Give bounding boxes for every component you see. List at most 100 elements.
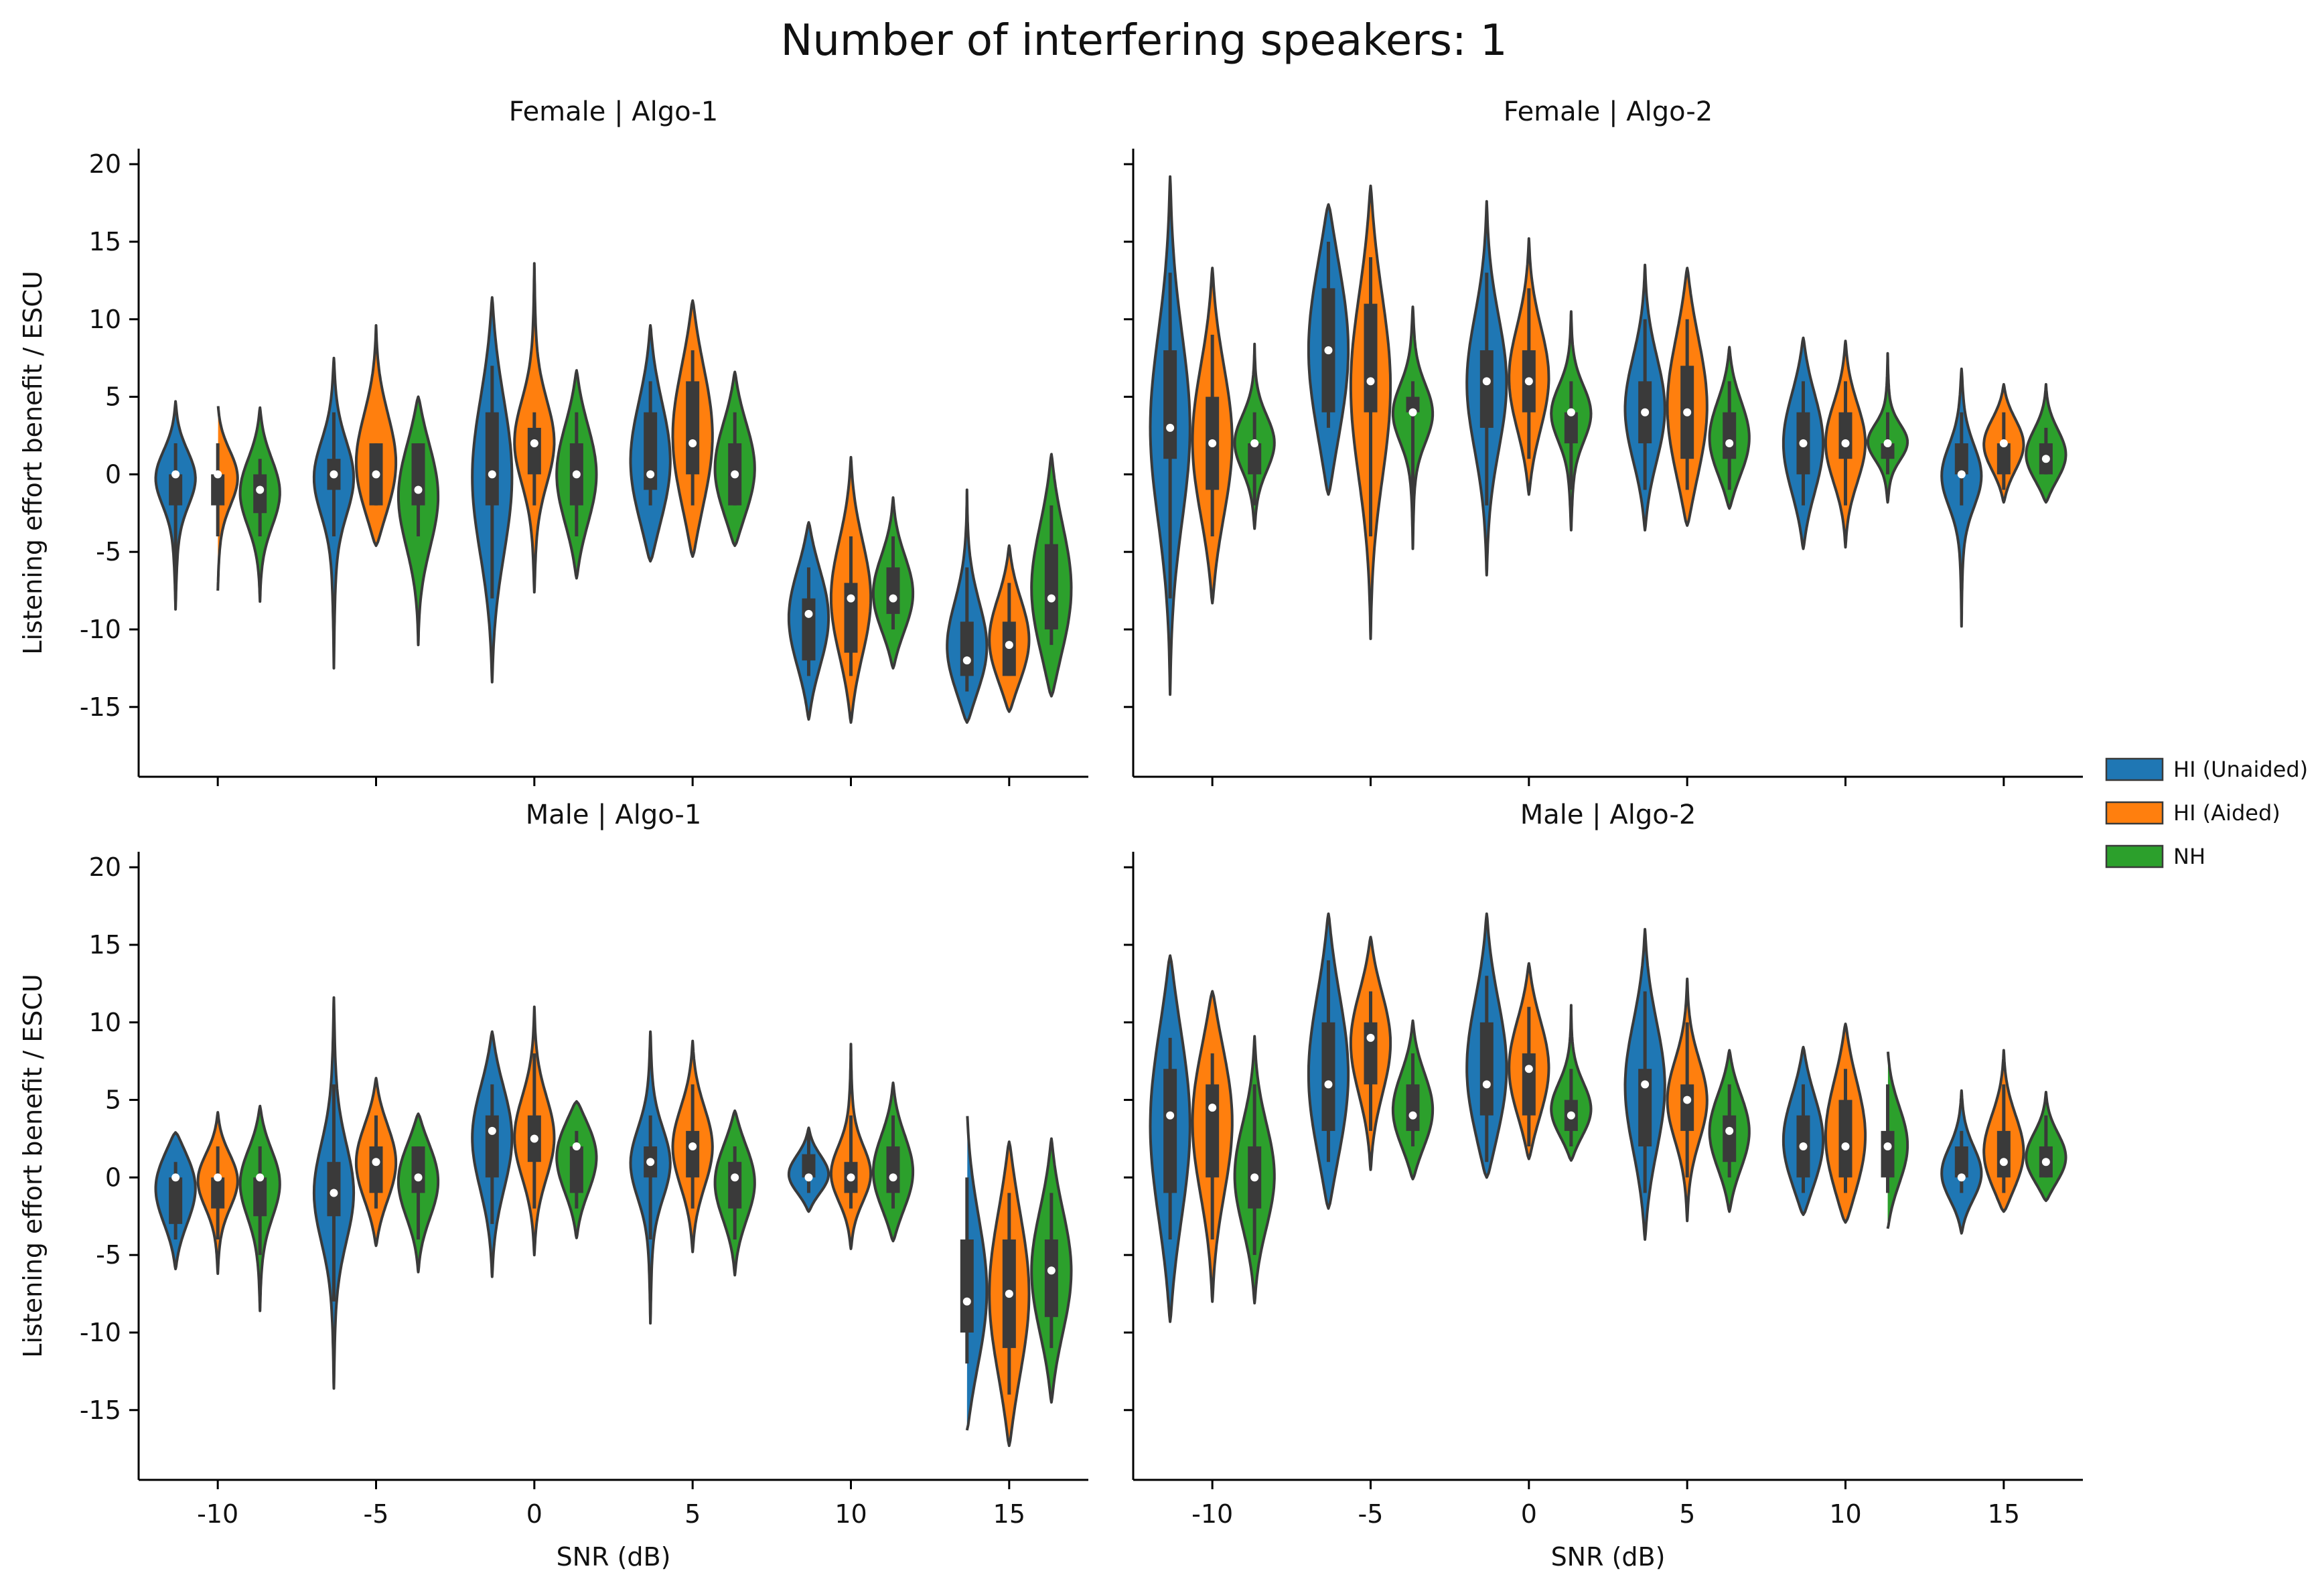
violin-hi-aided-5 (1666, 267, 1709, 527)
violin-hi-aided-15 (988, 1140, 1031, 1447)
violin-nh-15 (1030, 453, 1073, 698)
violin-iqr-box (1838, 1100, 1853, 1178)
violin-iqr-box (211, 474, 225, 506)
violin-median-dot (572, 470, 581, 479)
violin-hi-unaided-0 (471, 1030, 514, 1278)
violin-median-dot (1408, 1111, 1417, 1120)
violin-iqr-box (569, 1146, 583, 1193)
violin-nh-15 (2025, 383, 2067, 504)
violin-iqr-box (1522, 1053, 1536, 1116)
violin-median-dot (1841, 1142, 1850, 1151)
y-tick-label: -5 (96, 1240, 121, 1270)
violin-hi-aided-0 (513, 262, 556, 594)
violin-hi-aided--5 (1349, 935, 1392, 1171)
violin-median-dot (847, 594, 855, 603)
legend-label: HI (Unaided) (2173, 757, 2308, 782)
violin-hi-aided-10 (1824, 1023, 1867, 1224)
y-tick-label: 20 (89, 852, 121, 882)
violin-iqr-box (1881, 1130, 1895, 1178)
violin-nh--5 (1391, 305, 1435, 550)
violin-median-dot (1799, 1142, 1808, 1151)
violin-median-dot (804, 609, 813, 618)
violin-median-dot (1957, 470, 1966, 479)
y-tick-label: -5 (96, 537, 121, 567)
violin-iqr-box (1996, 443, 2011, 475)
violin-median-dot (330, 470, 338, 479)
violin-iqr-box (485, 1115, 499, 1178)
y-tick-label: 0 (105, 459, 121, 489)
legend-swatch (2105, 801, 2164, 825)
violin-median-dot (530, 439, 538, 448)
violin-iqr-box (1954, 1146, 1968, 1178)
violin-median-dot (1524, 377, 1533, 386)
y-tick-label: 5 (105, 1085, 121, 1115)
violin-hi-unaided-10 (1782, 1045, 1825, 1216)
violin-median-dot (1208, 439, 1217, 448)
violin-hi-aided-15 (1982, 383, 2025, 504)
violin-hi-aided--10 (1191, 267, 1234, 605)
legend-swatch (2105, 844, 2164, 869)
x-tick-label: 5 (684, 1499, 701, 1529)
violin-median-dot (1408, 408, 1417, 417)
violin-median-dot (1683, 1096, 1692, 1104)
violin-median-dot (646, 470, 655, 479)
violin-hi-aided-5 (671, 1039, 714, 1254)
violin-hi-unaided-10 (787, 1126, 830, 1213)
legend-item: HI (Aided) (2105, 800, 2280, 826)
violin-median-dot (847, 1173, 855, 1182)
violin-hi-aided--10 (1191, 990, 1234, 1303)
violin-median-dot (1366, 1033, 1375, 1042)
violin-iqr-box (169, 474, 183, 506)
violin-hi-unaided-5 (1623, 927, 1666, 1241)
y-tick-label: -15 (80, 692, 121, 722)
violin-body (354, 324, 398, 547)
violin-nh-15 (2025, 1091, 2067, 1203)
y-tick-label: 5 (105, 382, 121, 412)
violin-iqr-box (1954, 443, 1968, 475)
violin-median-dot (1250, 1173, 1259, 1182)
violin-hi-aided--5 (354, 1077, 398, 1248)
violin-nh--10 (238, 1104, 281, 1312)
violin-hi-aided-15 (988, 544, 1031, 713)
violin-median-dot (1883, 439, 1892, 448)
violin-hi-aided-0 (1508, 237, 1550, 496)
violin-hi-unaided-0 (1465, 912, 1508, 1179)
violin-iqr-box (411, 443, 425, 506)
violin-iqr-box (1881, 443, 1895, 459)
x-tick-label: 0 (1521, 1499, 1537, 1529)
violin-hi-unaided-15 (1940, 1089, 1983, 1235)
violin-iqr-box (886, 1146, 900, 1193)
violin-nh--10 (1233, 342, 1276, 530)
violin-median-dot (1641, 1080, 1650, 1089)
legend-item: NH (2105, 844, 2205, 869)
legend-label: HI (Aided) (2173, 800, 2280, 826)
violin-median-dot (572, 1142, 581, 1151)
violin-median-dot (488, 470, 496, 479)
violin-median-dot (646, 1158, 655, 1166)
y-tick-label: -10 (80, 615, 121, 644)
violin-iqr-box (960, 1239, 974, 1333)
legend-swatch (2105, 757, 2164, 781)
violin-nh-0 (555, 1100, 598, 1239)
violin-median-dot (1250, 439, 1259, 448)
violin-median-dot (1641, 408, 1650, 417)
violin-median-dot (488, 1126, 496, 1135)
violin-iqr-box (686, 1130, 700, 1178)
violin-nh--5 (396, 1112, 440, 1274)
violin-median-dot (171, 1173, 180, 1182)
violin-nh--5 (396, 395, 440, 647)
violin-hi-unaided-0 (1465, 200, 1508, 577)
x-tick-label: 15 (993, 1499, 1025, 1529)
violin-iqr-box (1680, 1084, 1694, 1131)
panel-title: Male | Algo-2 (1520, 800, 1696, 830)
x-tick-label: 10 (834, 1499, 867, 1529)
violin-median-dot (2041, 455, 2050, 463)
x-tick-label: 15 (1988, 1499, 2020, 1529)
violin-iqr-box (1638, 1069, 1652, 1147)
legend-label: NH (2173, 844, 2205, 869)
y-tick-label: 20 (89, 149, 121, 179)
violin-median-dot (214, 470, 222, 479)
violin-hi-unaided-5 (1623, 263, 1666, 532)
x-tick-label: -5 (1358, 1499, 1384, 1529)
